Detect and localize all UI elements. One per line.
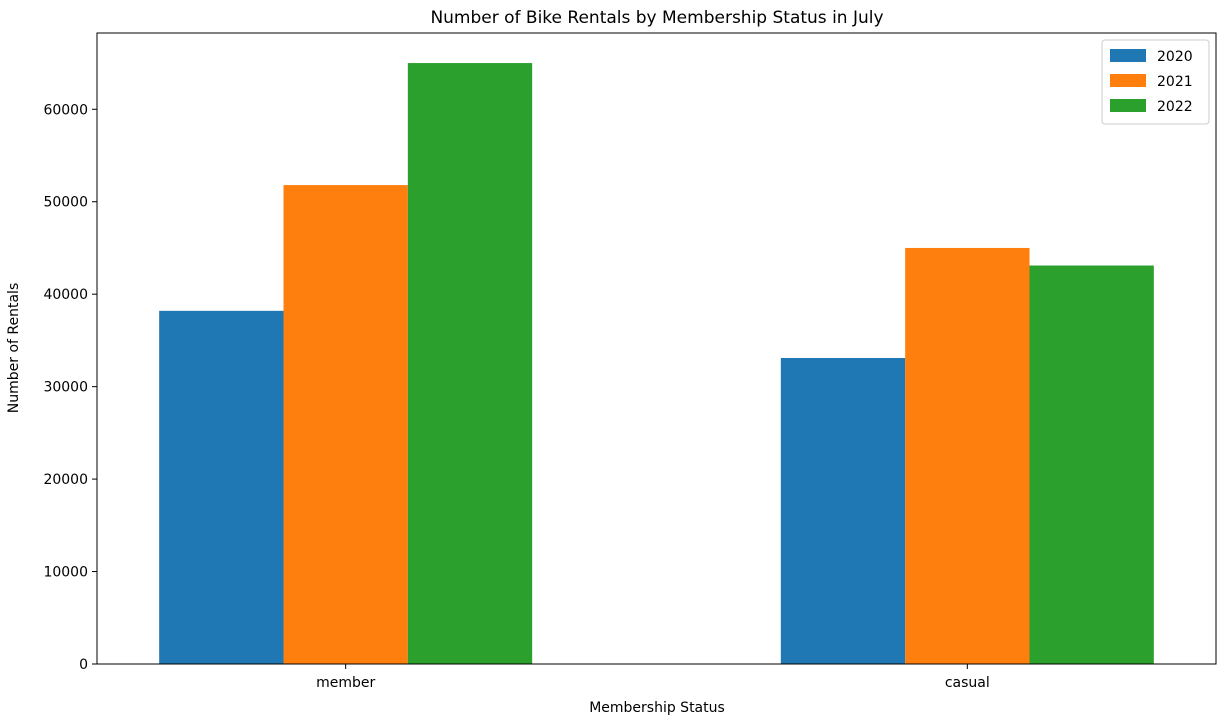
bar-2022-casual bbox=[1029, 265, 1154, 664]
bar-2020-member bbox=[159, 310, 284, 664]
bars-group bbox=[159, 63, 1154, 665]
y-tick-label: 10000 bbox=[43, 565, 88, 581]
legend-swatch bbox=[1110, 99, 1146, 112]
chart-title: Number of Bike Rentals by Membership Sta… bbox=[430, 8, 883, 28]
plot-frame bbox=[96, 32, 1217, 665]
y-axis-label: Number of Rentals bbox=[6, 283, 22, 413]
legend-swatch bbox=[1110, 74, 1146, 87]
legend-label: 2022 bbox=[1157, 99, 1193, 115]
legend: 2020 2021 2022 bbox=[1101, 39, 1210, 125]
y-tick-label: 40000 bbox=[43, 287, 88, 303]
bar-2021-casual bbox=[905, 247, 1030, 664]
x-axis-label: Membership Status bbox=[589, 700, 725, 716]
y-tick-label: 20000 bbox=[43, 472, 88, 488]
bar-2021-member bbox=[283, 185, 408, 665]
x-axis: member casual bbox=[316, 664, 990, 691]
y-axis: 0 10000 20000 30000 40000 50000 60000 bbox=[43, 102, 97, 673]
legend-swatch bbox=[1110, 49, 1146, 62]
x-tick-label: casual bbox=[945, 675, 990, 691]
x-tick-label: member bbox=[316, 675, 375, 691]
bar-2022-member bbox=[407, 63, 533, 665]
y-tick-label: 30000 bbox=[43, 380, 88, 396]
legend-label: 2021 bbox=[1157, 74, 1193, 90]
y-tick-label: 50000 bbox=[43, 195, 88, 211]
y-tick-label: 0 bbox=[79, 657, 88, 673]
y-tick-label: 60000 bbox=[43, 102, 88, 118]
legend-label: 2020 bbox=[1157, 49, 1193, 65]
bar-2020-casual bbox=[780, 357, 906, 664]
